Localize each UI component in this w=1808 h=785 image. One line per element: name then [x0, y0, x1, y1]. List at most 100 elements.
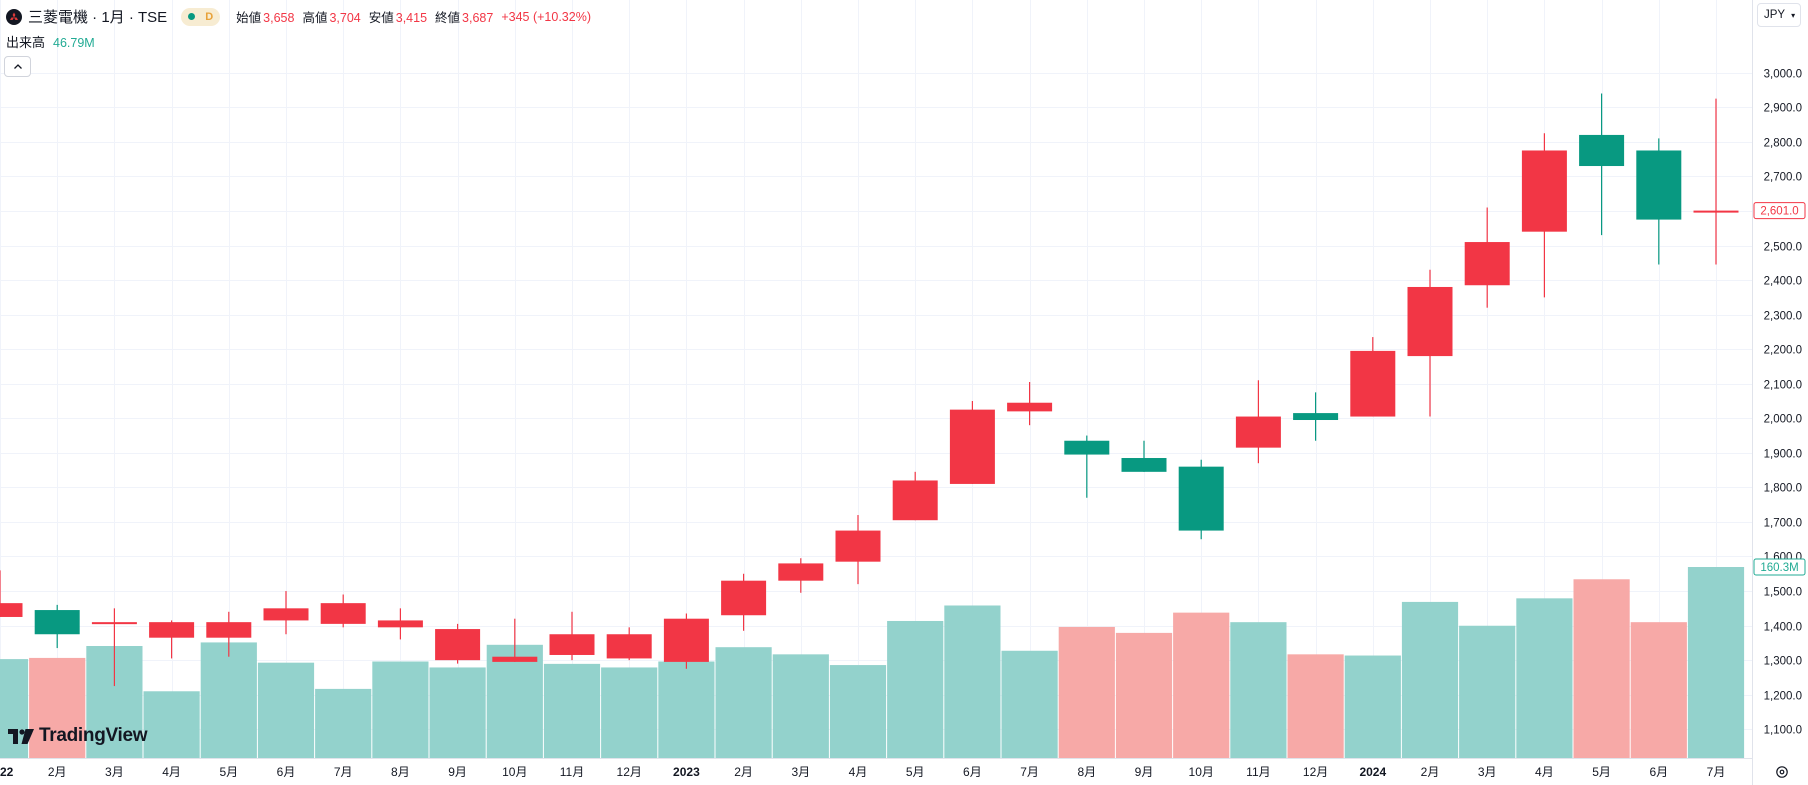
candle-body	[721, 580, 767, 616]
candle[interactable]	[1636, 138, 1682, 265]
price-tick-label: 2,900.0	[1764, 103, 1802, 115]
candle[interactable]	[34, 604, 80, 649]
candle[interactable]	[1178, 459, 1224, 540]
chevron-up-icon	[13, 64, 22, 69]
volume-bar	[1058, 626, 1115, 758]
currency-label: JPY	[1764, 9, 1786, 21]
candle[interactable]	[1350, 337, 1396, 417]
time-tick-label: 7月	[1707, 765, 1726, 779]
candle-body	[663, 618, 709, 662]
candle[interactable]	[492, 618, 538, 662]
candle[interactable]	[435, 623, 481, 664]
candle[interactable]	[91, 608, 137, 687]
candle[interactable]	[835, 515, 881, 585]
volume-bar	[1573, 579, 1630, 758]
candle[interactable]	[892, 471, 938, 521]
candle-body	[91, 622, 137, 625]
price-tick-label: 1,400.0	[1764, 622, 1802, 634]
candle-body	[1407, 286, 1453, 357]
time-tick-label: 6月	[1649, 765, 1668, 779]
candle[interactable]	[0, 570, 23, 617]
price-tick-label: 2,000.0	[1764, 414, 1802, 426]
volume-bar	[29, 657, 86, 758]
candle[interactable]	[263, 591, 309, 635]
price-axis[interactable]: 1,100.01,200.01,300.01,400.01,500.01,600…	[1752, 0, 1803, 785]
mitsubishi-logo-icon	[6, 8, 22, 25]
candle[interactable]	[1693, 98, 1739, 265]
time-tick-label: 2023	[673, 765, 700, 779]
time-tick-label: 12月	[1303, 765, 1328, 779]
candle[interactable]	[377, 608, 423, 640]
volume-bar	[1516, 598, 1573, 758]
gear-icon[interactable]	[1774, 764, 1790, 780]
last-volume-label: 160.3M	[1760, 562, 1798, 574]
time-tick-label: 8月	[1077, 765, 1096, 779]
candle-body	[206, 622, 252, 638]
tradingview-logo[interactable]: TradingView	[8, 725, 148, 747]
candle[interactable]	[1235, 380, 1281, 464]
symbol-legend: 三菱電機 · 1月 · TSE D 始値 3,658 高値 3,704 安値 3,41…	[6, 6, 591, 27]
volume-bar	[601, 667, 658, 758]
ohlc-low-value: 3,415	[395, 11, 428, 25]
candle[interactable]	[663, 613, 709, 669]
candle[interactable]	[1579, 93, 1625, 236]
candle[interactable]	[549, 611, 595, 661]
ohlc-high: 高値 3,704	[302, 7, 360, 26]
candle[interactable]	[1464, 207, 1510, 308]
candle-body	[1235, 416, 1281, 448]
volume-bar	[486, 644, 543, 758]
symbol-title[interactable]: 三菱電機 · 1月 · TSE	[28, 9, 168, 26]
candle[interactable]	[1064, 435, 1110, 498]
data-delay-badge: D	[205, 10, 214, 23]
time-tick-label: 3月	[1478, 765, 1497, 779]
candle-body	[1293, 413, 1339, 421]
time-tick-label: 7月	[1020, 765, 1039, 779]
volume-value: 46.79M	[53, 36, 95, 50]
time-tick-label: 4月	[162, 765, 181, 779]
candle[interactable]	[149, 620, 195, 659]
time-tick-label: 11月	[1246, 765, 1270, 779]
volume-bar	[1001, 650, 1058, 758]
price-tick-label: 1,300.0	[1764, 656, 1802, 668]
candle[interactable]	[1293, 392, 1339, 441]
candle[interactable]	[206, 611, 252, 657]
candle-body	[949, 409, 995, 484]
candle[interactable]	[1407, 269, 1453, 417]
volume-bar	[1687, 567, 1745, 758]
volume-legend: 出来高 46.79M	[6, 32, 95, 51]
currency-select[interactable]: JPY ▾	[1757, 3, 1801, 27]
ohlc-close-label: 終値	[435, 11, 461, 25]
ohlc-open-label: 始値	[236, 11, 262, 25]
volume-bars	[0, 567, 1745, 758]
ohlc-open: 始値 3,658	[236, 7, 294, 26]
price-tick-label: 1,900.0	[1764, 449, 1802, 461]
last-price-label: 2,601.0	[1760, 206, 1798, 218]
ohlc-low-label: 安値	[368, 11, 394, 25]
tradingview-mark-icon	[8, 728, 34, 744]
candlesticks[interactable]	[0, 93, 1739, 687]
price-tick-label: 3,000.0	[1764, 69, 1802, 81]
price-tick-label: 2,200.0	[1764, 345, 1802, 357]
volume-bar	[658, 661, 715, 758]
candle[interactable]	[721, 573, 767, 631]
ohlc-low: 安値 3,415	[369, 7, 427, 26]
candle-body	[778, 563, 824, 581]
candle[interactable]	[778, 558, 824, 593]
collapse-legend-button[interactable]	[4, 56, 31, 77]
time-axis[interactable]: 2022 2月 3月 4月 5月 6月 7月 8月 9月 10月 11月 12月 2023 2月 3月 4月 5…	[0, 758, 1752, 780]
candle[interactable]	[949, 401, 995, 484]
volume-bar	[772, 654, 829, 758]
candle[interactable]	[1121, 440, 1167, 472]
candle-body	[1579, 134, 1625, 167]
candle-body	[492, 656, 538, 662]
market-status-pill[interactable]: D	[181, 7, 221, 26]
price-change: +345 (+10.32%)	[501, 9, 591, 24]
candle[interactable]	[1521, 133, 1567, 298]
price-tick-label: 1,700.0	[1764, 518, 1802, 530]
ohlc-close-value: 3,687	[462, 11, 494, 25]
candle[interactable]	[1007, 381, 1053, 426]
candle[interactable]	[606, 627, 652, 661]
candle[interactable]	[320, 594, 366, 628]
ohlc-high-value: 3,704	[329, 11, 361, 25]
